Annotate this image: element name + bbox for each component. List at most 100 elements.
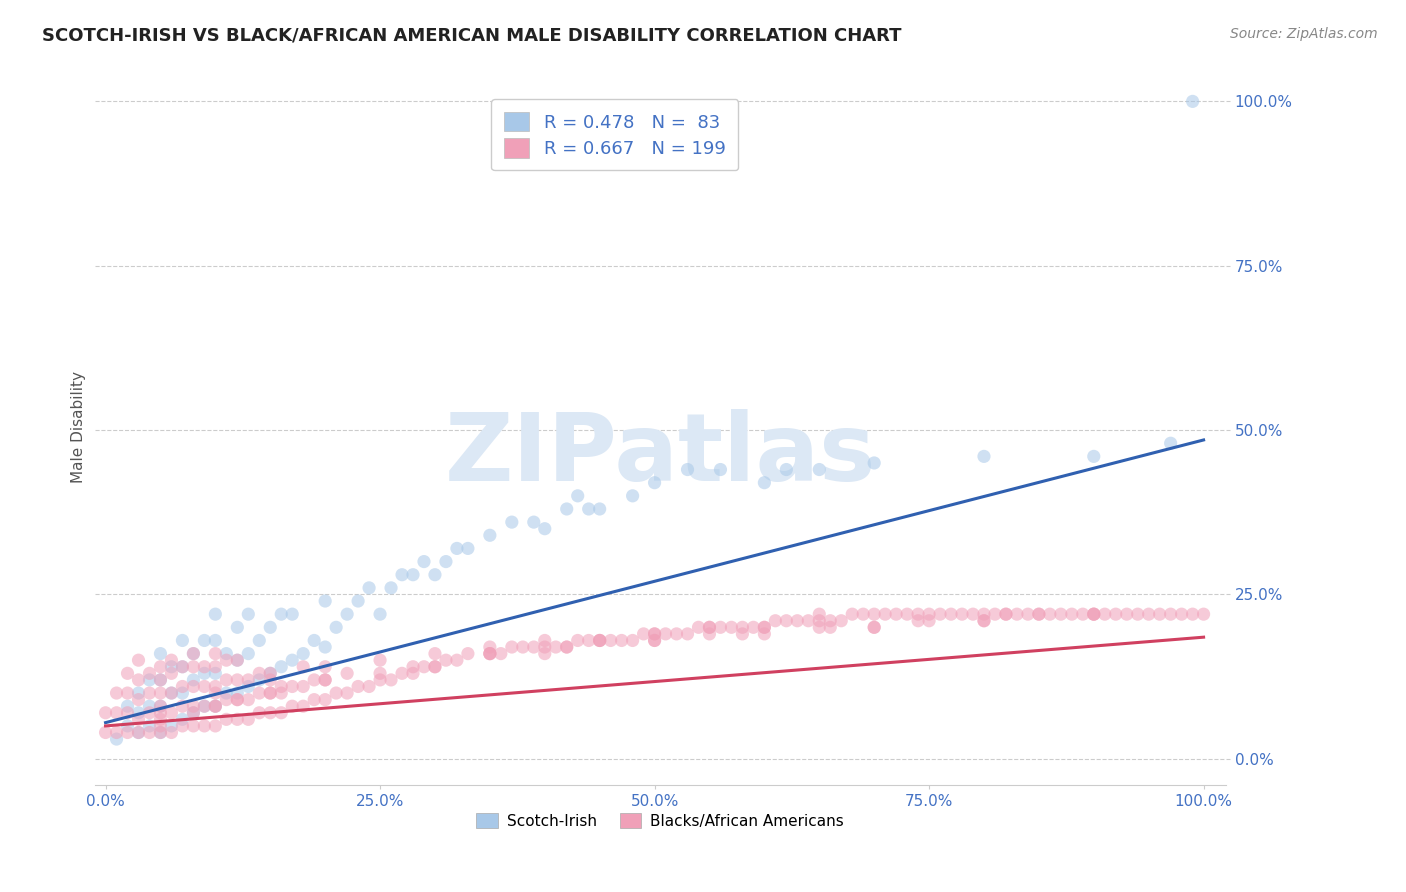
Point <box>149 706 172 720</box>
Point <box>183 706 205 720</box>
Point <box>183 699 205 714</box>
Point <box>676 462 699 476</box>
Point <box>215 653 238 667</box>
Legend: Scotch-Irish, Blacks/African Americans: Scotch-Irish, Blacks/African Americans <box>470 806 851 835</box>
Point <box>314 673 336 687</box>
Point <box>699 627 721 641</box>
Point <box>105 706 128 720</box>
Point <box>172 659 194 673</box>
Point <box>128 725 150 739</box>
Point <box>172 699 194 714</box>
Point <box>238 673 260 687</box>
Point <box>117 719 139 733</box>
Point <box>446 541 468 556</box>
Point <box>314 594 336 608</box>
Point <box>555 502 578 516</box>
Point <box>742 620 765 634</box>
Point <box>247 633 270 648</box>
Point <box>183 719 205 733</box>
Point <box>786 614 808 628</box>
Point <box>149 712 172 726</box>
Point <box>973 614 995 628</box>
Point <box>907 607 929 622</box>
Point <box>359 581 381 595</box>
Point <box>1017 607 1039 622</box>
Point <box>754 627 776 641</box>
Point <box>413 659 436 673</box>
Point <box>589 633 612 648</box>
Point <box>149 699 172 714</box>
Text: Source: ZipAtlas.com: Source: ZipAtlas.com <box>1230 27 1378 41</box>
Point <box>489 647 512 661</box>
Point <box>204 633 226 648</box>
Point <box>149 686 172 700</box>
Point <box>226 653 249 667</box>
Point <box>226 712 249 726</box>
Point <box>160 686 183 700</box>
Point <box>94 706 117 720</box>
Point <box>105 725 128 739</box>
Point <box>808 607 831 622</box>
Point <box>720 620 742 634</box>
Point <box>368 607 391 622</box>
Point <box>391 567 413 582</box>
Point <box>149 673 172 687</box>
Point <box>457 541 479 556</box>
Point <box>215 673 238 687</box>
Point <box>160 686 183 700</box>
Point <box>204 659 226 673</box>
Point <box>763 614 786 628</box>
Point <box>138 719 160 733</box>
Point <box>160 706 183 720</box>
Point <box>183 673 205 687</box>
Point <box>533 633 555 648</box>
Point <box>973 450 995 464</box>
Point <box>797 614 820 628</box>
Point <box>149 719 172 733</box>
Point <box>775 462 797 476</box>
Text: ZIPatlas: ZIPatlas <box>444 409 876 501</box>
Point <box>918 607 941 622</box>
Point <box>94 725 117 739</box>
Point <box>1083 607 1105 622</box>
Point <box>247 673 270 687</box>
Point <box>259 666 281 681</box>
Point <box>247 666 270 681</box>
Point <box>1137 607 1160 622</box>
Point <box>172 712 194 726</box>
Point <box>314 659 336 673</box>
Y-axis label: Male Disability: Male Disability <box>72 371 86 483</box>
Point <box>215 686 238 700</box>
Point <box>105 732 128 747</box>
Point <box>281 607 304 622</box>
Point <box>238 607 260 622</box>
Point <box>621 489 644 503</box>
Point <box>555 640 578 654</box>
Point <box>193 680 215 694</box>
Point <box>138 686 160 700</box>
Point <box>292 659 315 673</box>
Point <box>259 673 281 687</box>
Point <box>478 647 501 661</box>
Point <box>193 666 215 681</box>
Point <box>215 647 238 661</box>
Point <box>434 653 457 667</box>
Point <box>368 666 391 681</box>
Point <box>160 719 183 733</box>
Point <box>478 640 501 654</box>
Point <box>359 680 381 694</box>
Point <box>863 456 886 470</box>
Point <box>512 640 534 654</box>
Point <box>270 680 292 694</box>
Point <box>478 647 501 661</box>
Point <box>292 680 315 694</box>
Point <box>1005 607 1028 622</box>
Point <box>336 686 359 700</box>
Point <box>994 607 1017 622</box>
Point <box>633 627 655 641</box>
Point <box>754 475 776 490</box>
Point <box>314 692 336 706</box>
Point <box>391 666 413 681</box>
Point <box>204 686 226 700</box>
Point <box>193 719 215 733</box>
